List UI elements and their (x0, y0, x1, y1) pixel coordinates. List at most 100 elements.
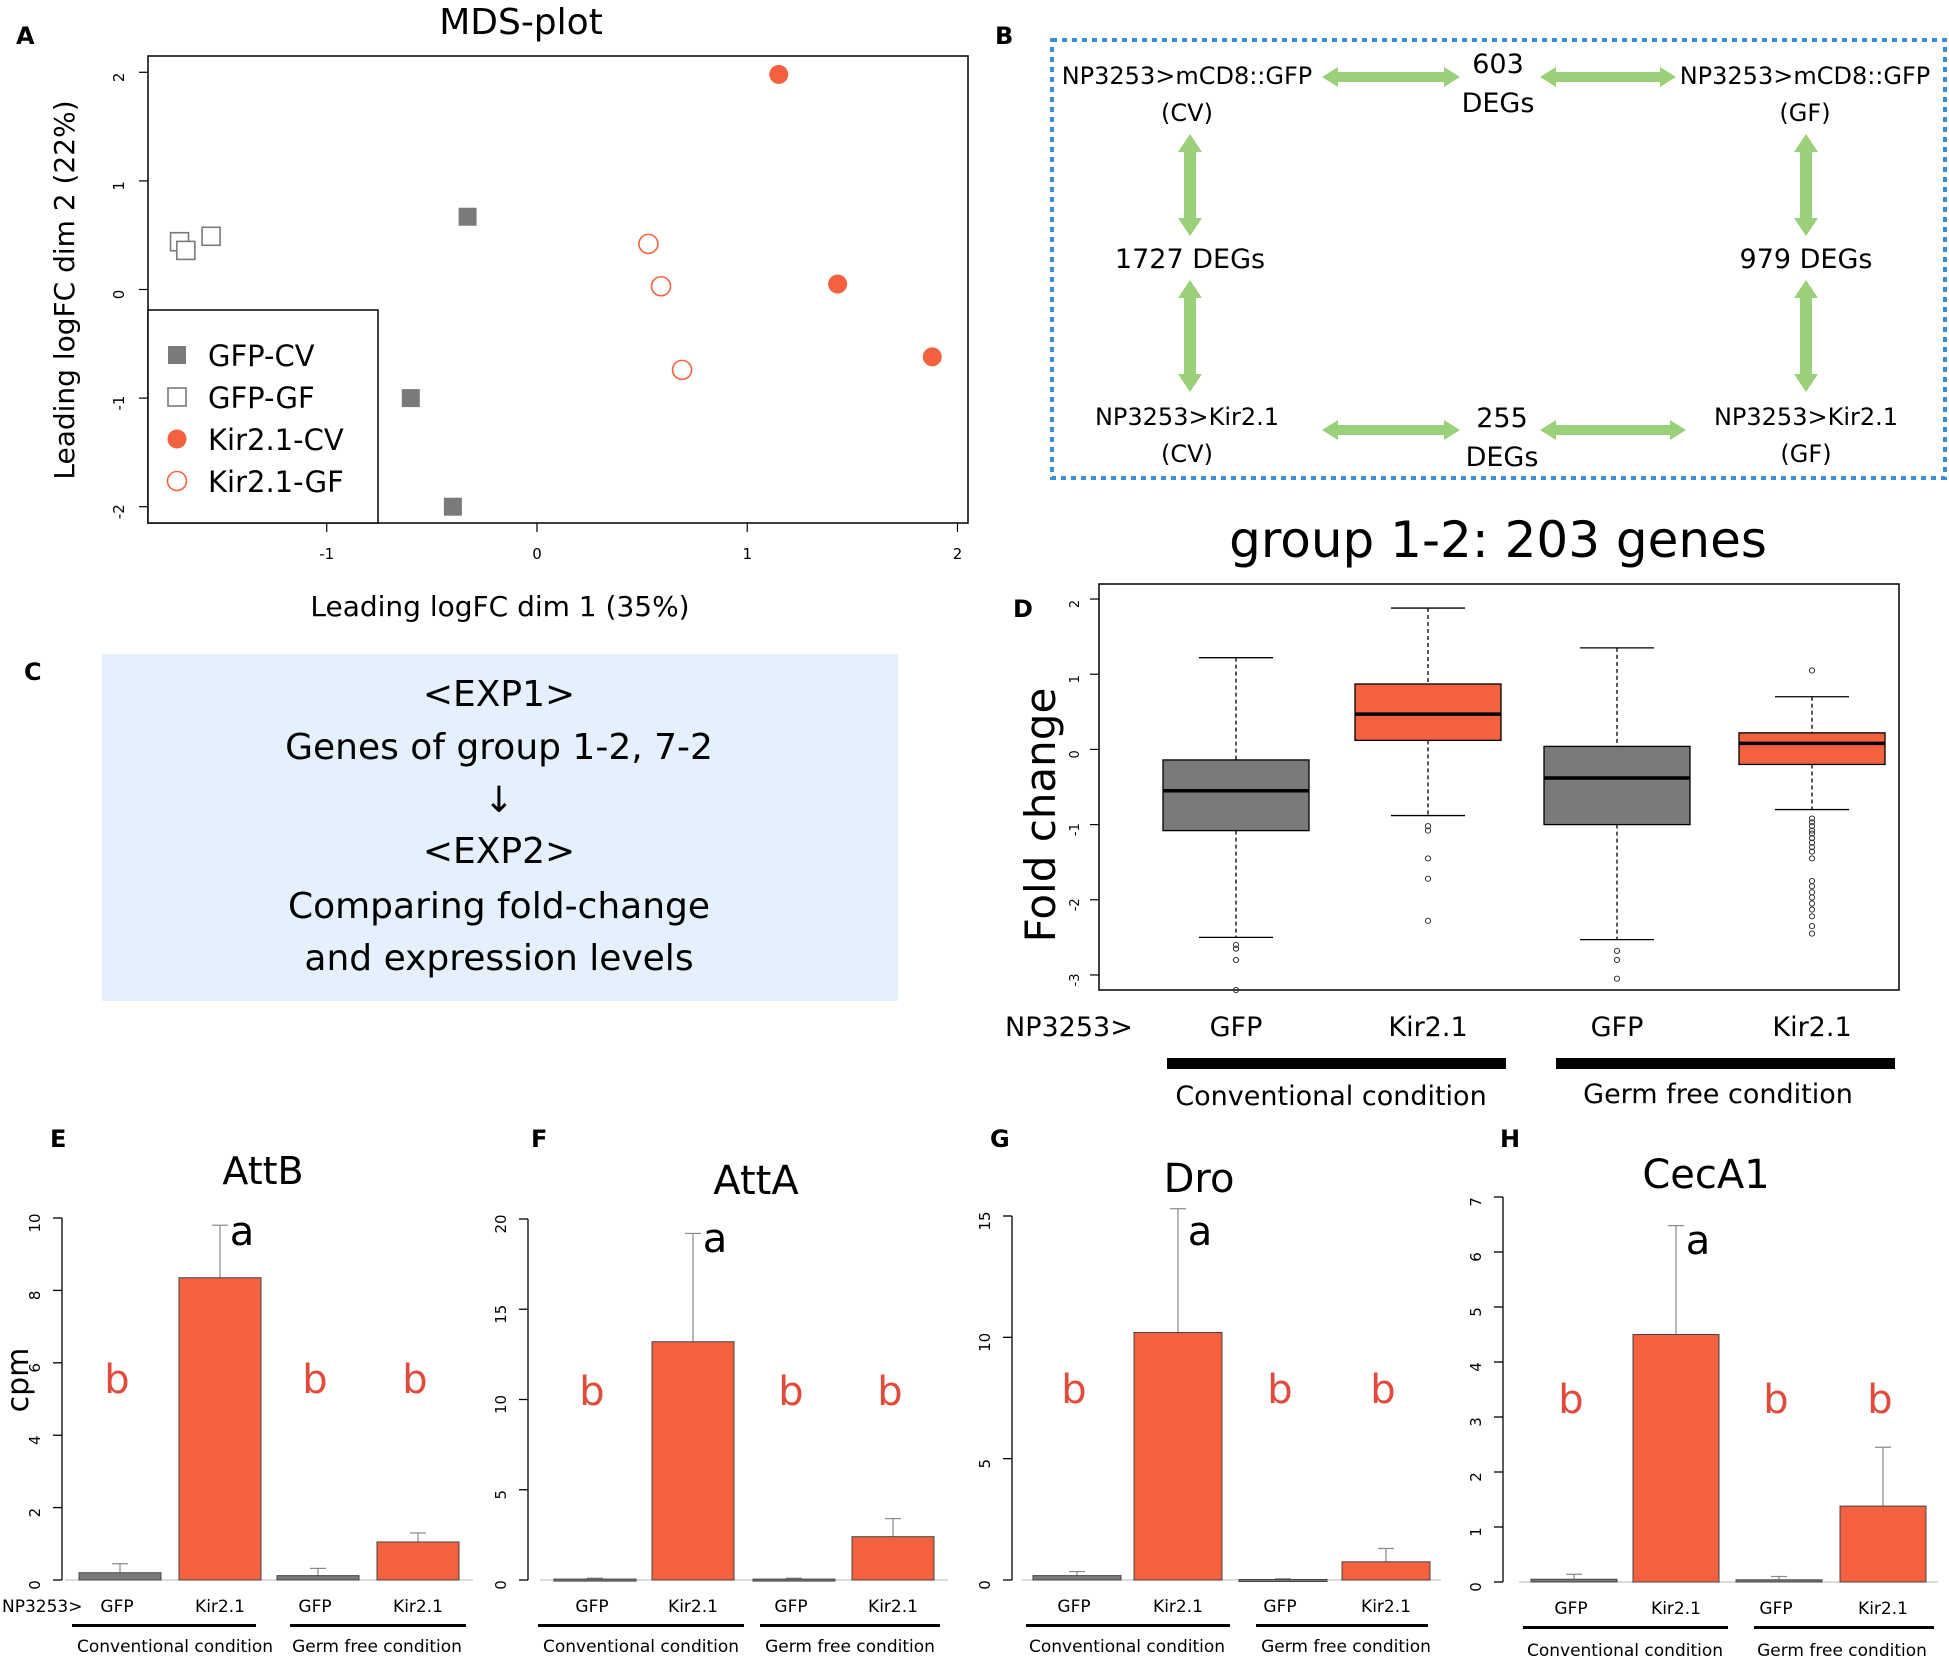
significance-letter: b (579, 1369, 604, 1415)
y-tick-label: 10 (26, 1213, 44, 1232)
outlier (1808, 848, 1816, 855)
point-kir2.1-cv (769, 64, 789, 84)
genotype-prefix: NP3253> (2, 1597, 82, 1617)
x-tick-label: 2 (953, 545, 963, 563)
y-tick-label: 10 (492, 1395, 510, 1414)
x-axis-label: Leading logFC dim 1 (35%) (310, 590, 689, 623)
y-tick-label: 0 (1068, 750, 1083, 758)
chart-title: AttB (222, 1149, 303, 1193)
deg-count-bottom: 255 (1476, 403, 1528, 434)
outlier (1808, 827, 1816, 834)
group-bar-conventional (1026, 1624, 1230, 1627)
outlier (1613, 956, 1621, 964)
legend-marker (168, 346, 186, 364)
workflow-line: ↓ (484, 780, 514, 821)
significance-letter: b (1267, 1367, 1292, 1413)
y-tick-label: 8 (26, 1291, 44, 1301)
group-label-conventional: Conventional condition (77, 1637, 273, 1657)
group-bar-conventional (538, 1624, 744, 1627)
workflow-line: and expression levels (304, 938, 693, 979)
group-bar-conventional (1167, 1058, 1506, 1069)
panel-letter-A: A (16, 22, 35, 50)
arrow-left-up (1178, 134, 1202, 236)
y-tick-label: 0 (26, 1580, 44, 1590)
bar-chart-dro: Dro 0 5 10 15 b a b b GFP Kir2.1 GFP Kir2.1 Conventio… (976, 1156, 1441, 1657)
y-tick-label: 15 (976, 1211, 994, 1230)
significance-letter: b (1558, 1377, 1583, 1423)
y-tick-label: 3 (1467, 1417, 1485, 1427)
y-tick-label: 15 (492, 1305, 510, 1324)
outlier (1424, 855, 1432, 862)
group-label-conventional: Conventional condition (543, 1637, 739, 1657)
legend-label: GFP-GF (208, 381, 315, 415)
x-tick-label: -1 (319, 545, 334, 563)
y-tick-label: 4 (1467, 1362, 1485, 1372)
y-tick-label: 2 (1068, 600, 1083, 608)
bar (553, 1578, 637, 1582)
group-label-germ-free: Germ free condition (1261, 1637, 1431, 1657)
bar-chart-atta: AttA 0 5 10 15 20 b a b b GFP Kir2.1 GFP Kir2.1 Conven… (492, 1158, 948, 1657)
bar-chart-ceca1: CecA1 0 1 2 3 4 5 6 7 b a b b GFP Kir2.1 GFP Kir2.1 Conve… (1467, 1152, 1938, 1661)
category-label: GFP (774, 1597, 807, 1617)
outlier (1424, 827, 1432, 834)
significance-letter: a (230, 1209, 255, 1255)
bar (1238, 1579, 1328, 1583)
y-tick-label: 2 (1467, 1472, 1485, 1482)
panel-letter-C: C (24, 658, 42, 686)
panel-letter-E: E (50, 1125, 66, 1153)
arrow-right-down (1794, 280, 1818, 392)
group-label-germ-free: Germ free condition (765, 1637, 935, 1657)
y-axis-label: Leading logFC dim 2 (22%) (48, 100, 81, 479)
significance-letter: b (104, 1357, 129, 1403)
group-label-conventional: Conventional condition (1029, 1637, 1225, 1657)
significance-letter: b (302, 1357, 327, 1403)
node-kir-cv-condition: (CV) (1161, 440, 1213, 468)
y-tick-label: 0 (110, 290, 128, 300)
deg-right: 979 DEGs (1740, 244, 1873, 275)
category-label: GFP (1759, 1599, 1792, 1619)
outlier (1424, 822, 1432, 830)
group-bar-conventional (72, 1624, 256, 1627)
category-label: Kir2.1 (1772, 1012, 1851, 1043)
chart-title: CecA1 (1642, 1152, 1769, 1198)
point-gfp-gf (201, 226, 221, 247)
outlier (1808, 877, 1816, 885)
category-label: Kir2.1 (393, 1597, 443, 1617)
node-kir-gf: NP3253>Kir2.1 (1714, 403, 1898, 431)
outlier (1808, 930, 1816, 937)
outlier (1613, 975, 1621, 982)
y-tick-label: 5 (492, 1490, 510, 1500)
significance-letter: b (778, 1369, 803, 1415)
point-gfp-cv (401, 389, 420, 408)
node-kir-cv: NP3253>Kir2.1 (1095, 403, 1279, 431)
plot-frame (1098, 583, 1900, 991)
chart-title: Dro (1164, 1156, 1235, 1202)
panel-letter-D: D (1013, 595, 1033, 623)
bar (851, 1536, 935, 1581)
category-label: Kir2.1 (1858, 1599, 1908, 1619)
y-tick-label: 0 (1467, 1582, 1485, 1592)
point-kir2.1-cv (828, 274, 848, 294)
node-gfp-cv-condition: (CV) (1161, 99, 1213, 127)
panel-letter-H: H (1500, 1125, 1520, 1153)
group-bar-germ-free (1754, 1626, 1934, 1629)
y-tick-label: 6 (26, 1363, 44, 1373)
outlier (1808, 889, 1816, 896)
category-label: Kir2.1 (195, 1597, 245, 1617)
bar (1839, 1505, 1927, 1583)
outlier (1808, 667, 1816, 674)
workflow-line: Comparing fold-change (288, 886, 710, 927)
significance-letter: b (1061, 1367, 1086, 1413)
y-tick-label: 5 (976, 1459, 994, 1469)
x-tick-label: 0 (532, 545, 542, 563)
y-tick-label: 2 (110, 73, 128, 83)
box (1543, 745, 1691, 826)
group-label-germ-free: Germ free condition (292, 1637, 462, 1657)
y-tick-label: -3 (1068, 973, 1083, 986)
box (1354, 683, 1502, 742)
arrow-top-left (1322, 67, 1460, 87)
y-tick-label: 7 (1467, 1197, 1485, 1207)
y-tick-label: 6 (1467, 1252, 1485, 1262)
legend-label: Kir2.1-CV (208, 423, 344, 457)
outlier (1424, 875, 1432, 882)
